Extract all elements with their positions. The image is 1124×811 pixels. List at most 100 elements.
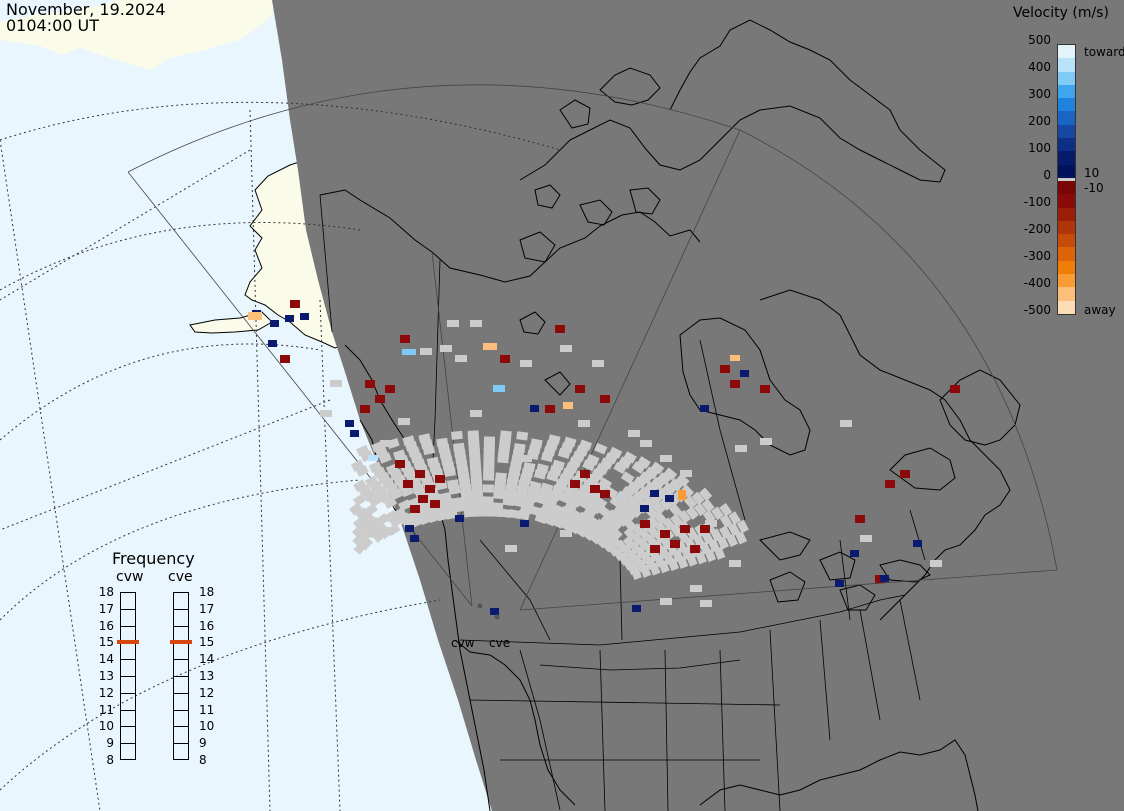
- scatter-cell: [590, 485, 600, 493]
- scatter-cell: [578, 420, 590, 427]
- scatter-cell: [377, 471, 391, 484]
- threshold-pos-label: 10: [1084, 166, 1100, 180]
- away-label: away: [1084, 303, 1116, 317]
- scatter-cell: [467, 430, 479, 439]
- scatter-cell: [913, 540, 922, 547]
- frequency-title: Frequency: [112, 549, 195, 568]
- scatter-cell: [717, 536, 729, 550]
- colorbar-segment-away: [1058, 220, 1075, 235]
- scatter-cell: [693, 502, 707, 517]
- scatter-cell: [381, 477, 395, 490]
- scatter-cell: [622, 509, 636, 523]
- colorbar-segment-ground: [1058, 177, 1075, 181]
- scatter-cell: [613, 461, 627, 475]
- scatter-cell: [950, 385, 960, 393]
- scatter-cell: [930, 560, 942, 567]
- scatter-cell: [300, 313, 309, 320]
- scatter-cell: [560, 345, 572, 352]
- velocity-tick-label: 200: [1028, 114, 1051, 128]
- threshold-neg-label: -10: [1084, 181, 1104, 195]
- scatter-cell: [730, 380, 740, 388]
- scatter-cell: [628, 430, 640, 437]
- scatter-cell: [680, 525, 690, 533]
- scatter-cell: [727, 522, 741, 537]
- daylit-land: [0, 0, 275, 70]
- colorbar-segment-toward: [1058, 151, 1075, 165]
- frequency-scale-cell: [120, 709, 136, 727]
- scatter-cell: [350, 459, 365, 472]
- scatter-cell: [659, 497, 673, 511]
- scatter-cell: [615, 490, 629, 504]
- scatter-cell: [760, 438, 772, 445]
- scatter-cell: [372, 466, 387, 479]
- scatter-cell: [604, 452, 618, 465]
- scatter-cell: [402, 349, 416, 355]
- frequency-tick-cvw: 14: [98, 652, 114, 667]
- scatter-cell: [698, 487, 713, 502]
- scatter-cell: [430, 500, 440, 508]
- velocity-tick-label: 100: [1028, 141, 1051, 155]
- frequency-tick-cve: 13: [199, 669, 215, 683]
- frequency-tick-cvw: 13: [98, 669, 114, 683]
- frequency-scale-cell: [173, 726, 189, 744]
- colorbar-segment-toward: [1058, 164, 1075, 178]
- colorbar-segment-away: [1058, 234, 1075, 248]
- scatter-cell: [592, 360, 604, 367]
- scatter-cell: [665, 495, 674, 502]
- scatter-cell: [669, 478, 683, 492]
- scatter-cell: [600, 490, 610, 498]
- scatter-cell: [623, 451, 637, 464]
- velocity-tick-label: -500: [1023, 303, 1051, 317]
- scatter-cell: [639, 564, 652, 578]
- scatter-cell: [386, 523, 401, 536]
- frequency-scale-cell: [120, 625, 136, 643]
- frequency-radar-cve: cve: [168, 569, 193, 585]
- scatter-cell: [560, 530, 572, 537]
- scatter-cell: [650, 545, 660, 553]
- frequency-tick-cve: 10: [199, 719, 215, 734]
- scatter-cell: [740, 370, 749, 377]
- scatter-cell: [690, 585, 702, 592]
- scatter-cell: [356, 444, 370, 457]
- date-label: November, 19.2024: [6, 0, 166, 19]
- frequency-radar-cvw: cvw: [116, 569, 144, 585]
- colorbar-segment-toward: [1058, 45, 1075, 59]
- frequency-marker-cvw: [117, 640, 139, 645]
- scatter-cell: [637, 456, 651, 469]
- scatter-cell: [446, 479, 460, 489]
- frequency-tick-cvw: 17: [98, 601, 114, 616]
- colorbar-segment-away: [1058, 300, 1075, 314]
- scatter-cell: [435, 475, 445, 483]
- velocity-tick-label: 500: [1028, 33, 1051, 47]
- scatter-cell: [638, 486, 652, 500]
- scatter-cell: [380, 440, 392, 447]
- scatter-cell: [657, 472, 671, 486]
- colorbar-segment-toward: [1058, 124, 1075, 139]
- scatter-cell: [850, 550, 859, 557]
- scatter-cell: [900, 470, 910, 478]
- time-label: 0104:00 UT: [6, 16, 100, 35]
- scatter-cell: [493, 385, 505, 392]
- frequency-scale-cell: [173, 676, 189, 693]
- scatter-cell: [436, 437, 449, 448]
- velocity-tick-label: -200: [1023, 222, 1051, 236]
- velocity-scatter-cells: [248, 300, 960, 615]
- scatter-cell: [677, 509, 692, 524]
- scatter-cell: [482, 484, 494, 493]
- scatter-cell: [364, 475, 379, 488]
- scatter-cell: [495, 472, 507, 482]
- scatter-cell: [690, 545, 700, 553]
- scatter-cell: [393, 449, 406, 461]
- velocity-tick-label: -300: [1023, 249, 1051, 263]
- scatter-cell: [735, 531, 748, 545]
- scatter-cell: [728, 511, 741, 525]
- scatter-cell: [660, 455, 672, 462]
- frequency-tick-cvw: 16: [98, 618, 114, 633]
- colorbar-segment-toward: [1058, 138, 1075, 152]
- scatter-cell: [704, 548, 717, 563]
- velocity-tick-label: -100: [1023, 195, 1051, 209]
- scatter-cell: [705, 520, 717, 527]
- colorbar-segment-away: [1058, 194, 1075, 208]
- scatter-cell: [680, 470, 692, 477]
- scatter-cell: [625, 495, 640, 509]
